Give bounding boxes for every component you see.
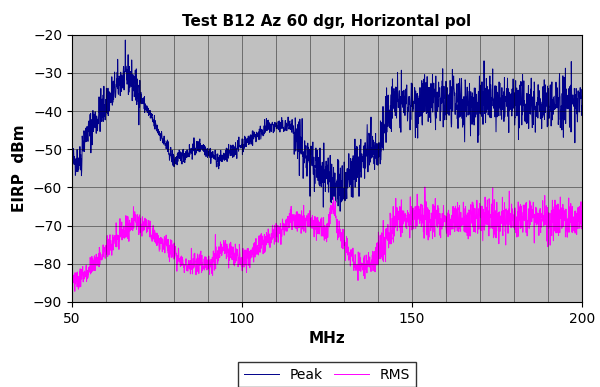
X-axis label: MHz: MHz [308, 331, 346, 346]
Peak [564, 106, 571, 110]
RMS [95, 257, 102, 262]
Peak [578, 111, 586, 116]
Line: Peak: Peak [72, 40, 582, 211]
RMS [421, 185, 428, 189]
Peak [303, 154, 310, 158]
Peak [68, 154, 76, 159]
Line: RMS: RMS [72, 187, 582, 291]
Peak [94, 117, 101, 122]
Y-axis label: EIRP  dBm: EIRP dBm [13, 125, 28, 212]
RMS [317, 223, 324, 228]
RMS [470, 223, 478, 227]
Peak [317, 181, 324, 185]
RMS [71, 289, 79, 294]
RMS [564, 221, 571, 226]
RMS [303, 213, 310, 218]
Peak [564, 98, 571, 102]
RMS [578, 209, 586, 213]
RMS [68, 279, 76, 283]
Peak [470, 123, 478, 127]
Legend: Peak, RMS: Peak, RMS [238, 362, 416, 387]
RMS [564, 217, 571, 221]
Peak [337, 209, 344, 214]
Peak [122, 38, 129, 42]
Title: Test B12 Az 60 dgr, Horizontal pol: Test B12 Az 60 dgr, Horizontal pol [182, 14, 472, 29]
